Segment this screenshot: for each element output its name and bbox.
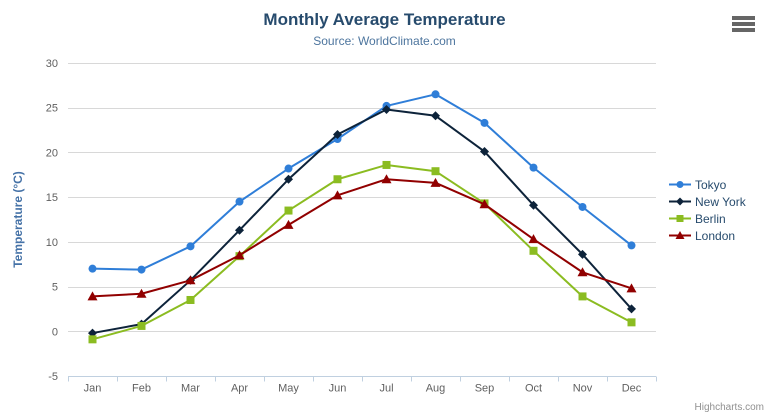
data-point[interactable] bbox=[185, 275, 196, 285]
y-axis-label: 0 bbox=[52, 326, 58, 338]
data-point[interactable] bbox=[431, 167, 440, 176]
legend-marker bbox=[676, 215, 684, 222]
data-point[interactable] bbox=[626, 283, 637, 293]
data-point[interactable] bbox=[88, 335, 97, 344]
y-axis-label: 25 bbox=[46, 103, 58, 115]
series-new-york bbox=[88, 105, 636, 338]
data-point[interactable] bbox=[284, 174, 293, 184]
data-point[interactable] bbox=[283, 219, 294, 229]
x-axis-label: Aug bbox=[426, 383, 446, 395]
hamburger-icon bbox=[731, 16, 755, 32]
x-axis-label: Jun bbox=[329, 383, 347, 395]
data-point[interactable] bbox=[137, 321, 146, 330]
data-point[interactable] bbox=[87, 291, 98, 301]
data-point[interactable] bbox=[431, 111, 440, 121]
data-point[interactable] bbox=[480, 118, 489, 127]
data-point[interactable] bbox=[529, 163, 538, 172]
data-point[interactable] bbox=[578, 249, 587, 259]
y-axis-label: 5 bbox=[52, 282, 58, 294]
chart-title: Monthly Average Temperature bbox=[263, 10, 506, 29]
data-point[interactable] bbox=[186, 295, 195, 304]
x-axis-label: Jul bbox=[379, 383, 393, 395]
data-point[interactable] bbox=[528, 234, 539, 244]
legend-item-london[interactable]: London bbox=[669, 228, 746, 243]
data-point[interactable] bbox=[234, 250, 245, 260]
data-point[interactable] bbox=[529, 246, 538, 255]
legend: Tokyo New York Berlin London bbox=[669, 177, 746, 245]
legend-marker bbox=[675, 231, 685, 239]
data-point[interactable] bbox=[284, 164, 293, 173]
data-point[interactable] bbox=[627, 318, 636, 327]
data-point[interactable] bbox=[430, 177, 441, 187]
data-point[interactable] bbox=[479, 199, 490, 209]
data-point[interactable] bbox=[284, 206, 293, 215]
circle-marker-icon bbox=[669, 181, 691, 188]
data-point[interactable] bbox=[333, 130, 342, 140]
data-point[interactable] bbox=[235, 197, 244, 206]
data-point[interactable] bbox=[431, 90, 440, 99]
data-point[interactable] bbox=[578, 202, 587, 211]
data-point[interactable] bbox=[186, 242, 195, 251]
data-point[interactable] bbox=[136, 288, 147, 298]
legend-marker bbox=[676, 181, 684, 188]
export-menu-button[interactable] bbox=[729, 14, 757, 36]
x-axis-label: Feb bbox=[132, 383, 151, 395]
data-point[interactable] bbox=[235, 225, 244, 235]
series-line bbox=[91, 93, 633, 271]
data-point[interactable] bbox=[627, 304, 636, 314]
y-axis-label: -5 bbox=[48, 371, 58, 383]
triangle-marker-icon bbox=[669, 231, 691, 239]
series-tokyo bbox=[88, 90, 636, 274]
data-point[interactable] bbox=[627, 241, 636, 250]
chart-subtitle: Source: WorldClimate.com bbox=[313, 34, 456, 48]
data-point[interactable] bbox=[332, 190, 343, 200]
legend-label: Berlin bbox=[695, 211, 726, 226]
y-axis-label: 30 bbox=[46, 58, 58, 70]
x-axis-label: Mar bbox=[181, 383, 200, 395]
series-line bbox=[91, 178, 633, 298]
x-axis-label: Nov bbox=[573, 383, 593, 395]
data-point[interactable] bbox=[382, 160, 391, 169]
series-london bbox=[87, 174, 637, 301]
data-point[interactable] bbox=[381, 174, 392, 184]
y-axis-title: Temperature (°C) bbox=[11, 171, 25, 268]
data-point[interactable] bbox=[88, 328, 97, 338]
data-point[interactable] bbox=[333, 175, 342, 184]
data-point[interactable] bbox=[137, 265, 146, 274]
square-marker-icon bbox=[669, 215, 691, 222]
data-point[interactable] bbox=[577, 267, 588, 277]
x-axis-label: Sep bbox=[475, 383, 495, 395]
x-axis-label: May bbox=[278, 383, 299, 395]
data-point[interactable] bbox=[480, 147, 489, 157]
y-axis-label: 15 bbox=[46, 192, 58, 204]
y-axis-label: 10 bbox=[46, 237, 58, 249]
legend-item-tokyo[interactable]: Tokyo bbox=[669, 177, 746, 192]
y-axis-label: 20 bbox=[46, 147, 58, 159]
data-point[interactable] bbox=[578, 292, 587, 301]
diamond-marker-icon bbox=[669, 197, 691, 206]
credits-link[interactable]: Highcharts.com bbox=[694, 402, 764, 413]
data-point[interactable] bbox=[382, 105, 391, 115]
legend-label: London bbox=[695, 228, 736, 243]
series-line bbox=[91, 163, 633, 341]
x-axis-label: Dec bbox=[622, 383, 642, 395]
legend-item-berlin[interactable]: Berlin bbox=[669, 211, 746, 226]
legend-label: New York bbox=[695, 194, 746, 209]
data-point[interactable] bbox=[88, 264, 97, 273]
series-line bbox=[91, 108, 633, 335]
x-axis-label: Apr bbox=[231, 383, 248, 395]
x-axis-label: Jan bbox=[84, 383, 102, 395]
legend-item-new-york[interactable]: New York bbox=[669, 194, 746, 209]
x-axis-label: Oct bbox=[525, 383, 542, 395]
data-point[interactable] bbox=[529, 200, 538, 210]
legend-label: Tokyo bbox=[695, 177, 727, 192]
legend-marker bbox=[676, 197, 684, 206]
